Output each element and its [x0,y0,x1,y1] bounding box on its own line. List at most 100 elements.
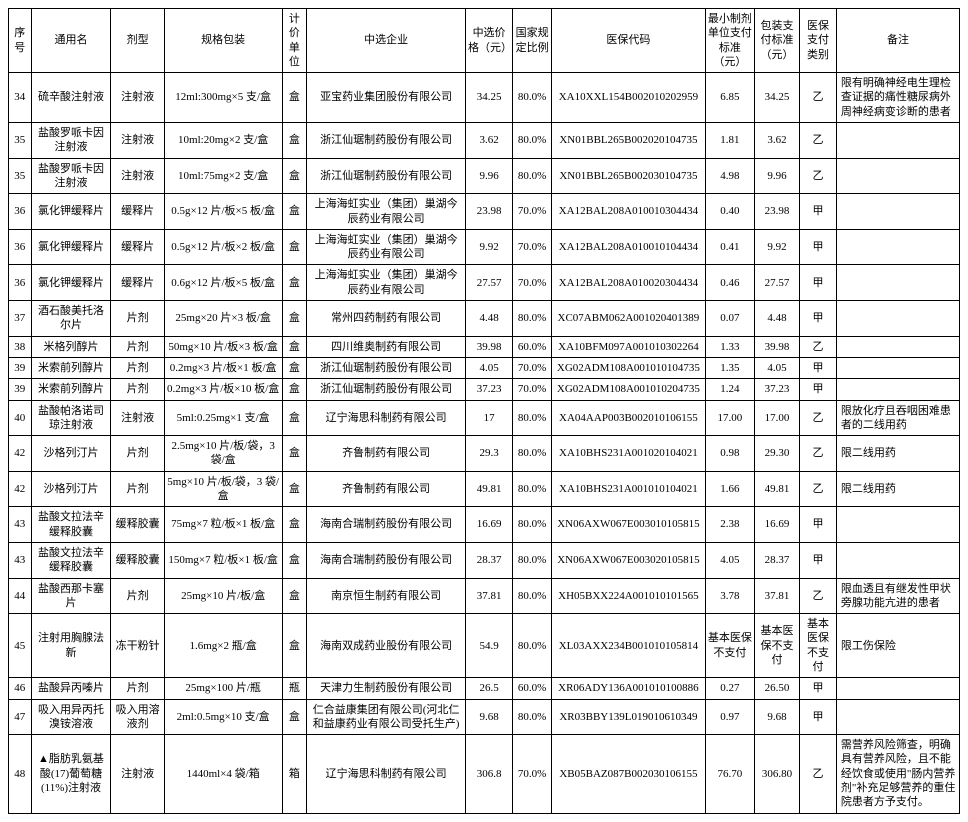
table-cell: 基本医保不支付 [705,614,754,678]
table-cell: XB05BAZ087B002030106155 [552,735,706,813]
table-cell: 吸入用溶液剂 [111,699,164,735]
table-cell: 甲 [800,542,837,578]
table-cell: 乙 [800,123,837,159]
table-cell: 42 [9,436,32,472]
table-cell: 甲 [800,265,837,301]
table-cell: 10ml:20mg×2 支/盒 [164,123,282,159]
table-cell: 基本医保不支付 [800,614,837,678]
table-cell: 34.25 [754,73,799,123]
table-cell: 50mg×10 片/板×3 板/盒 [164,336,282,357]
table-cell: XN01BBL265B002030104735 [552,158,706,194]
table-cell: 76.70 [705,735,754,813]
table-cell: 4.48 [754,301,799,337]
table-cell [836,507,959,543]
table-cell: 80.0% [513,436,552,472]
table-cell: XA10BFM097A001010302264 [552,336,706,357]
table-cell: 35 [9,158,32,194]
table-cell: 26.50 [754,678,799,699]
table-cell: 42 [9,471,32,507]
table-cell: 盒 [282,436,307,472]
table-cell: 46 [9,678,32,699]
table-cell: 17 [466,400,513,436]
table-cell: 9.92 [466,229,513,265]
column-header: 国家规定比例 [513,9,552,73]
table-cell: 甲 [800,229,837,265]
medicine-table: 序号通用名剂型规格包装计价单位中选企业中选价格（元）国家规定比例医保代码最小制剂… [8,8,960,814]
table-cell: 盒 [282,194,307,230]
table-cell: 80.0% [513,542,552,578]
table-cell: 盐酸罗哌卡因注射液 [31,123,111,159]
table-cell: 49.81 [754,471,799,507]
table-cell: 片剂 [111,357,164,378]
table-cell [836,194,959,230]
table-cell: 0.97 [705,699,754,735]
table-cell: 0.5g×12 片/板×2 板/盒 [164,229,282,265]
table-row: 47吸入用异丙托溴铵溶液吸入用溶液剂2ml:0.5mg×10 支/盒盒仁合益康集… [9,699,960,735]
table-cell: XH05BXX224A001010101565 [552,578,706,614]
table-cell: 天津力生制药股份有限公司 [307,678,466,699]
table-cell: 盒 [282,699,307,735]
table-cell: 齐鲁制药有限公司 [307,436,466,472]
table-cell: 4.05 [466,357,513,378]
table-cell: 16.69 [466,507,513,543]
table-cell: 盒 [282,265,307,301]
table-cell: 甲 [800,507,837,543]
table-row: 44盐酸西那卡塞片片剂25mg×10 片/板/盒盒南京恒生制药有限公司37.81… [9,578,960,614]
table-cell: 36 [9,194,32,230]
table-cell: 0.98 [705,436,754,472]
table-cell: 常州四药制药有限公司 [307,301,466,337]
table-cell: 限血透且有继发性甲状旁腺功能亢进的患者 [836,578,959,614]
table-cell: 浙江仙琚制药股份有限公司 [307,158,466,194]
table-cell: 17.00 [754,400,799,436]
table-cell: 注射液 [111,158,164,194]
table-cell: XR06ADY136A001010100886 [552,678,706,699]
table-cell: 限有明确神经电生理检查证据的痛性糖尿病外周神经病变诊断的患者 [836,73,959,123]
table-cell: 5ml:0.25mg×1 支/盒 [164,400,282,436]
table-cell [836,158,959,194]
table-cell: 2ml:0.5mg×10 支/盒 [164,699,282,735]
table-cell: 沙格列汀片 [31,436,111,472]
table-cell: 43 [9,507,32,543]
table-cell: 80.0% [513,158,552,194]
table-cell: 上海海虹实业（集团）巢湖今辰药业有限公司 [307,229,466,265]
table-cell: 盒 [282,614,307,678]
table-cell: 3.78 [705,578,754,614]
table-cell: 25mg×20 片×3 板/盒 [164,301,282,337]
table-row: 43盐酸文拉法辛缓释胶囊缓释胶囊150mg×7 粒/板×1 板/盒盒海南合瑞制药… [9,542,960,578]
table-cell: 0.40 [705,194,754,230]
table-cell: 片剂 [111,379,164,400]
table-cell: XR03BBY139L019010610349 [552,699,706,735]
column-header: 剂型 [111,9,164,73]
table-cell: 36 [9,229,32,265]
table-cell: 9.68 [754,699,799,735]
table-cell: 70.0% [513,735,552,813]
column-header: 序号 [9,9,32,73]
table-cell: XA10XXL154B002010202959 [552,73,706,123]
table-row: 36氯化钾缓释片缓释片0.6g×12 片/板×5 板/盒盒上海海虹实业（集团）巢… [9,265,960,301]
table-cell: 29.3 [466,436,513,472]
column-header: 计价单位 [282,9,307,73]
table-cell: 缓释片 [111,194,164,230]
table-cell: 1.66 [705,471,754,507]
table-cell: 80.0% [513,123,552,159]
table-cell: 0.2mg×3 片/板×1 板/盒 [164,357,282,378]
table-cell: XG02ADM108A001010204735 [552,379,706,400]
table-body: 34硫辛酸注射液注射液12ml:300mg×5 支/盒盒亚宝药业集团股份有限公司… [9,73,960,813]
table-cell: 盒 [282,507,307,543]
table-cell: 80.0% [513,578,552,614]
table-cell: 44 [9,578,32,614]
table-cell: 29.30 [754,436,799,472]
table-cell: 甲 [800,357,837,378]
table-cell: 盐酸异丙嗪片 [31,678,111,699]
table-cell: 43 [9,542,32,578]
table-cell: 9.68 [466,699,513,735]
table-cell: 23.98 [754,194,799,230]
table-cell: 氯化钾缓释片 [31,265,111,301]
table-cell: 37 [9,301,32,337]
table-cell: 80.0% [513,73,552,123]
table-cell: 25mg×100 片/瓶 [164,678,282,699]
table-cell: 12ml:300mg×5 支/盒 [164,73,282,123]
table-cell: XA12BAL208A010020304434 [552,265,706,301]
table-cell: 吸入用异丙托溴铵溶液 [31,699,111,735]
table-cell: 甲 [800,379,837,400]
